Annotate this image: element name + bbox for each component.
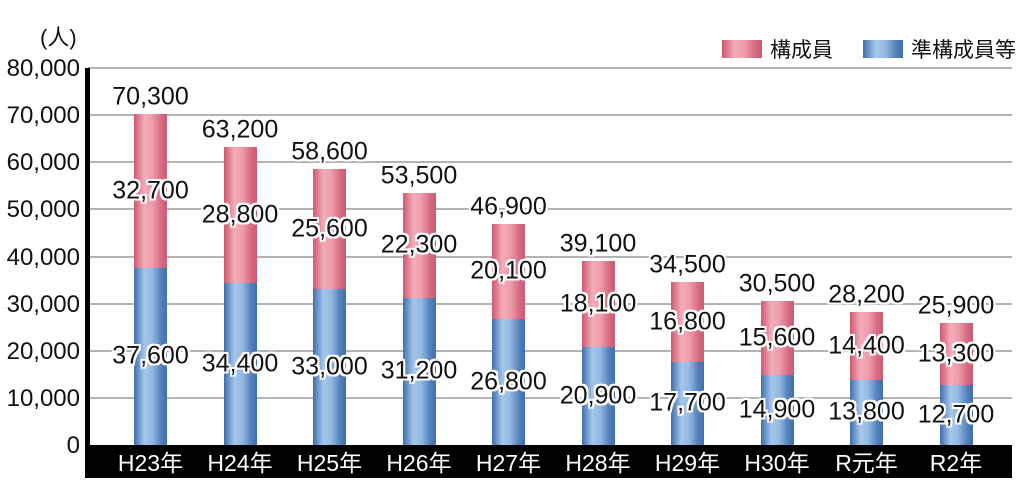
y-tick-label: 10,000 xyxy=(6,384,80,412)
gridline xyxy=(88,67,1012,69)
legend-item-member: 構成員 xyxy=(722,34,833,64)
bar-segment-quasi-member xyxy=(939,385,973,445)
bar-segment-quasi-member xyxy=(134,267,167,445)
gridline xyxy=(88,396,1012,399)
member-value-label: 25,600 xyxy=(291,214,368,243)
bar-segment-member xyxy=(223,147,257,283)
total-value-label: 70,300 xyxy=(112,82,189,111)
y-tick-label: 30,000 xyxy=(6,290,80,318)
y-axis-line xyxy=(85,68,90,445)
gridline xyxy=(88,114,1012,117)
legend-item-quasi-member: 準構成員等 xyxy=(863,34,1016,64)
bar-segment-quasi-member xyxy=(492,318,525,445)
y-axis-unit-label: (人) xyxy=(40,25,77,50)
category-label: H30年 xyxy=(744,450,810,476)
bar-segment-member xyxy=(313,168,346,290)
member-value-label: 32,700 xyxy=(112,176,189,205)
member-value-label: 16,800 xyxy=(649,307,726,336)
quasi-member-value-label: 13,800 xyxy=(828,397,905,426)
member-value-label: 14,400 xyxy=(828,331,905,360)
y-tick-label: 0 xyxy=(66,432,80,459)
y-tick-label: 60,000 xyxy=(6,149,80,177)
bar-segment-member xyxy=(760,301,794,375)
total-value-label: 58,600 xyxy=(291,137,368,166)
x-axis-band xyxy=(85,445,1012,478)
bar-segment-quasi-member xyxy=(671,361,704,445)
member-value-label: 15,600 xyxy=(738,323,816,352)
category-label: H26年 xyxy=(386,450,452,476)
quasi-member-value-label: 31,200 xyxy=(380,356,458,385)
total-value-label: 30,500 xyxy=(738,269,816,298)
legend-label-quasi-member: 準構成員等 xyxy=(911,39,1016,62)
bar-segment-member xyxy=(581,260,615,347)
bar-segment-quasi-member xyxy=(581,346,615,445)
quasi-member-value-label: 37,600 xyxy=(112,341,189,370)
bar-segment-quasi-member xyxy=(850,379,883,445)
y-tick-label: 20,000 xyxy=(6,337,80,365)
total-value-label: 46,900 xyxy=(470,192,547,221)
quasi-member-value-label: 14,900 xyxy=(738,395,816,424)
total-value-label: 28,200 xyxy=(828,280,905,309)
bar-segment-quasi-member xyxy=(760,374,794,445)
member-value-label: 22,300 xyxy=(380,230,458,259)
total-value-label: 39,100 xyxy=(559,229,637,258)
member-value-label: 13,300 xyxy=(917,339,995,368)
y-tick-label: 40,000 xyxy=(6,243,80,271)
total-value-label: 53,500 xyxy=(380,161,458,190)
bar-segment-quasi-member xyxy=(223,282,257,445)
gridline xyxy=(88,255,1012,258)
quasi-member-value-label: 34,400 xyxy=(201,349,279,378)
chart-legend: 構成員 準構成員等 xyxy=(722,34,1016,64)
total-value-label: 34,500 xyxy=(649,250,726,279)
quasi-member-color-swatch xyxy=(863,40,903,58)
category-label: H24年 xyxy=(207,450,273,476)
quasi-member-value-label: 20,900 xyxy=(559,381,637,410)
gridline xyxy=(88,208,1012,211)
bar-segment-quasi-member xyxy=(402,297,436,445)
gridline xyxy=(88,161,1012,164)
quasi-member-value-label: 33,000 xyxy=(291,352,368,381)
quasi-member-value-label: 26,800 xyxy=(470,367,547,396)
category-label: H25年 xyxy=(296,450,363,476)
category-label: R2年 xyxy=(929,450,983,476)
bar-segment-member xyxy=(492,223,525,319)
quasi-member-value-label: 12,700 xyxy=(917,400,995,429)
member-value-label: 28,800 xyxy=(201,200,279,229)
category-label: H29年 xyxy=(654,450,721,476)
bar-segment-member xyxy=(850,312,883,380)
total-value-label: 63,200 xyxy=(201,115,279,144)
gridline xyxy=(88,349,1012,352)
gridline xyxy=(88,302,1012,305)
category-label: H28年 xyxy=(565,450,631,476)
category-label: R元年 xyxy=(835,450,898,476)
total-value-label: 25,900 xyxy=(917,291,995,320)
category-label: H23年 xyxy=(117,450,184,476)
y-tick-label: 70,000 xyxy=(6,102,80,130)
bar-segment-quasi-member xyxy=(313,289,346,445)
bar-segment-member xyxy=(939,322,973,386)
y-tick-label: 80,000 xyxy=(6,55,80,82)
bar-segment-member xyxy=(402,192,436,298)
member-value-label: 18,100 xyxy=(559,289,637,318)
member-color-swatch xyxy=(722,40,762,58)
category-label: H27年 xyxy=(475,450,542,476)
legend-label-member: 構成員 xyxy=(770,39,833,62)
y-tick-label: 50,000 xyxy=(6,196,80,224)
member-value-label: 20,100 xyxy=(470,256,547,285)
quasi-member-value-label: 17,700 xyxy=(649,388,726,417)
bar-segment-member xyxy=(671,282,704,362)
bar-segment-member xyxy=(134,113,167,268)
